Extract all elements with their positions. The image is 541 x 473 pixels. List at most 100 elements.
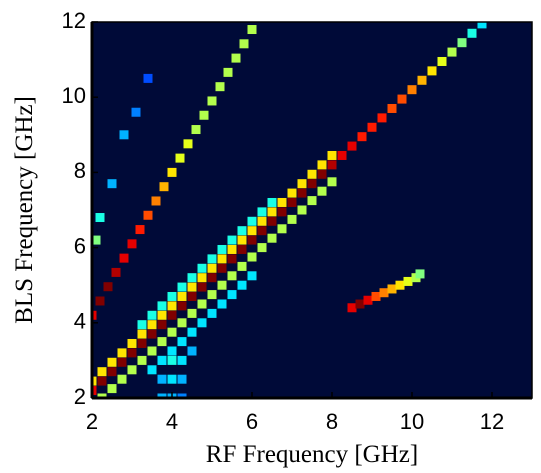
cell (347, 141, 357, 151)
y-tick-label: 2 (74, 384, 86, 409)
cell (157, 310, 167, 320)
cell (127, 348, 137, 358)
cell (415, 269, 425, 279)
cell (143, 73, 153, 83)
plot-background (92, 22, 532, 398)
cell (197, 263, 207, 273)
cell (107, 357, 117, 367)
x-tick-label: 8 (326, 409, 338, 434)
cell (227, 271, 237, 281)
cell (227, 244, 237, 254)
cell (407, 85, 417, 95)
cell (467, 28, 477, 38)
cell (127, 365, 137, 375)
cell (167, 291, 177, 301)
cell (297, 188, 307, 198)
cell (377, 113, 387, 123)
y-tick-label: 6 (74, 233, 86, 258)
cell (92, 310, 97, 320)
x-tick-label: 4 (166, 409, 178, 434)
cell (297, 205, 307, 215)
cell (143, 210, 153, 220)
cell (231, 53, 241, 63)
cell (207, 308, 217, 318)
cell (237, 226, 247, 236)
cell (395, 280, 405, 290)
y-tick-label: 4 (74, 309, 86, 334)
cell (207, 290, 217, 300)
cell (167, 167, 177, 177)
cell (247, 252, 257, 262)
cell (215, 82, 225, 92)
cell (177, 318, 187, 328)
cell (227, 235, 237, 245)
cell (355, 299, 365, 309)
cell (92, 235, 101, 245)
cell (177, 355, 187, 365)
cell (131, 107, 141, 117)
cell (187, 308, 197, 318)
cell (367, 122, 377, 132)
cell (147, 320, 157, 330)
cell (287, 188, 297, 198)
cell (227, 290, 237, 300)
x-tick-label: 12 (480, 409, 504, 434)
cell (183, 139, 193, 149)
cell (417, 75, 427, 85)
cell (92, 385, 97, 395)
cell (187, 291, 197, 301)
cell (187, 327, 197, 337)
cell (107, 179, 117, 189)
cell (257, 243, 267, 253)
cell (151, 196, 161, 206)
cell (157, 337, 167, 347)
cell (157, 355, 167, 365)
cell (217, 263, 227, 273)
cell (267, 233, 277, 243)
cell (147, 346, 157, 356)
cell (247, 235, 257, 245)
cell (257, 216, 267, 226)
cell (317, 169, 327, 179)
cell (437, 56, 447, 66)
cell (287, 214, 297, 224)
cell (223, 67, 233, 77)
cell (207, 273, 217, 283)
cell (119, 253, 129, 263)
cell (191, 125, 201, 135)
cell (137, 320, 147, 330)
cell (167, 301, 177, 311)
cell (477, 22, 487, 29)
cell (177, 337, 187, 347)
cell (167, 327, 177, 337)
x-axis-title: RF Frequency [GHz] (206, 441, 418, 468)
cell (287, 197, 297, 207)
cell (239, 39, 249, 49)
cell (297, 179, 307, 189)
cell (137, 338, 147, 348)
cell (327, 150, 337, 160)
cell (97, 367, 107, 377)
cell (97, 376, 107, 386)
y-tick-label: 12 (62, 8, 86, 33)
cell (187, 273, 197, 283)
cell (187, 346, 197, 356)
cell (177, 291, 187, 301)
cell (95, 296, 105, 306)
cell (107, 384, 117, 394)
cell (177, 393, 187, 398)
cell (357, 132, 367, 142)
cell (317, 186, 327, 196)
cell (157, 320, 167, 330)
y-tick-label: 8 (74, 158, 86, 183)
cell (371, 291, 381, 301)
cell (199, 110, 209, 120)
cell (317, 160, 327, 170)
cell (257, 207, 267, 217)
cell (167, 346, 177, 356)
cell (157, 301, 167, 311)
cell (137, 329, 147, 339)
cell (147, 365, 157, 375)
cell (159, 182, 169, 192)
